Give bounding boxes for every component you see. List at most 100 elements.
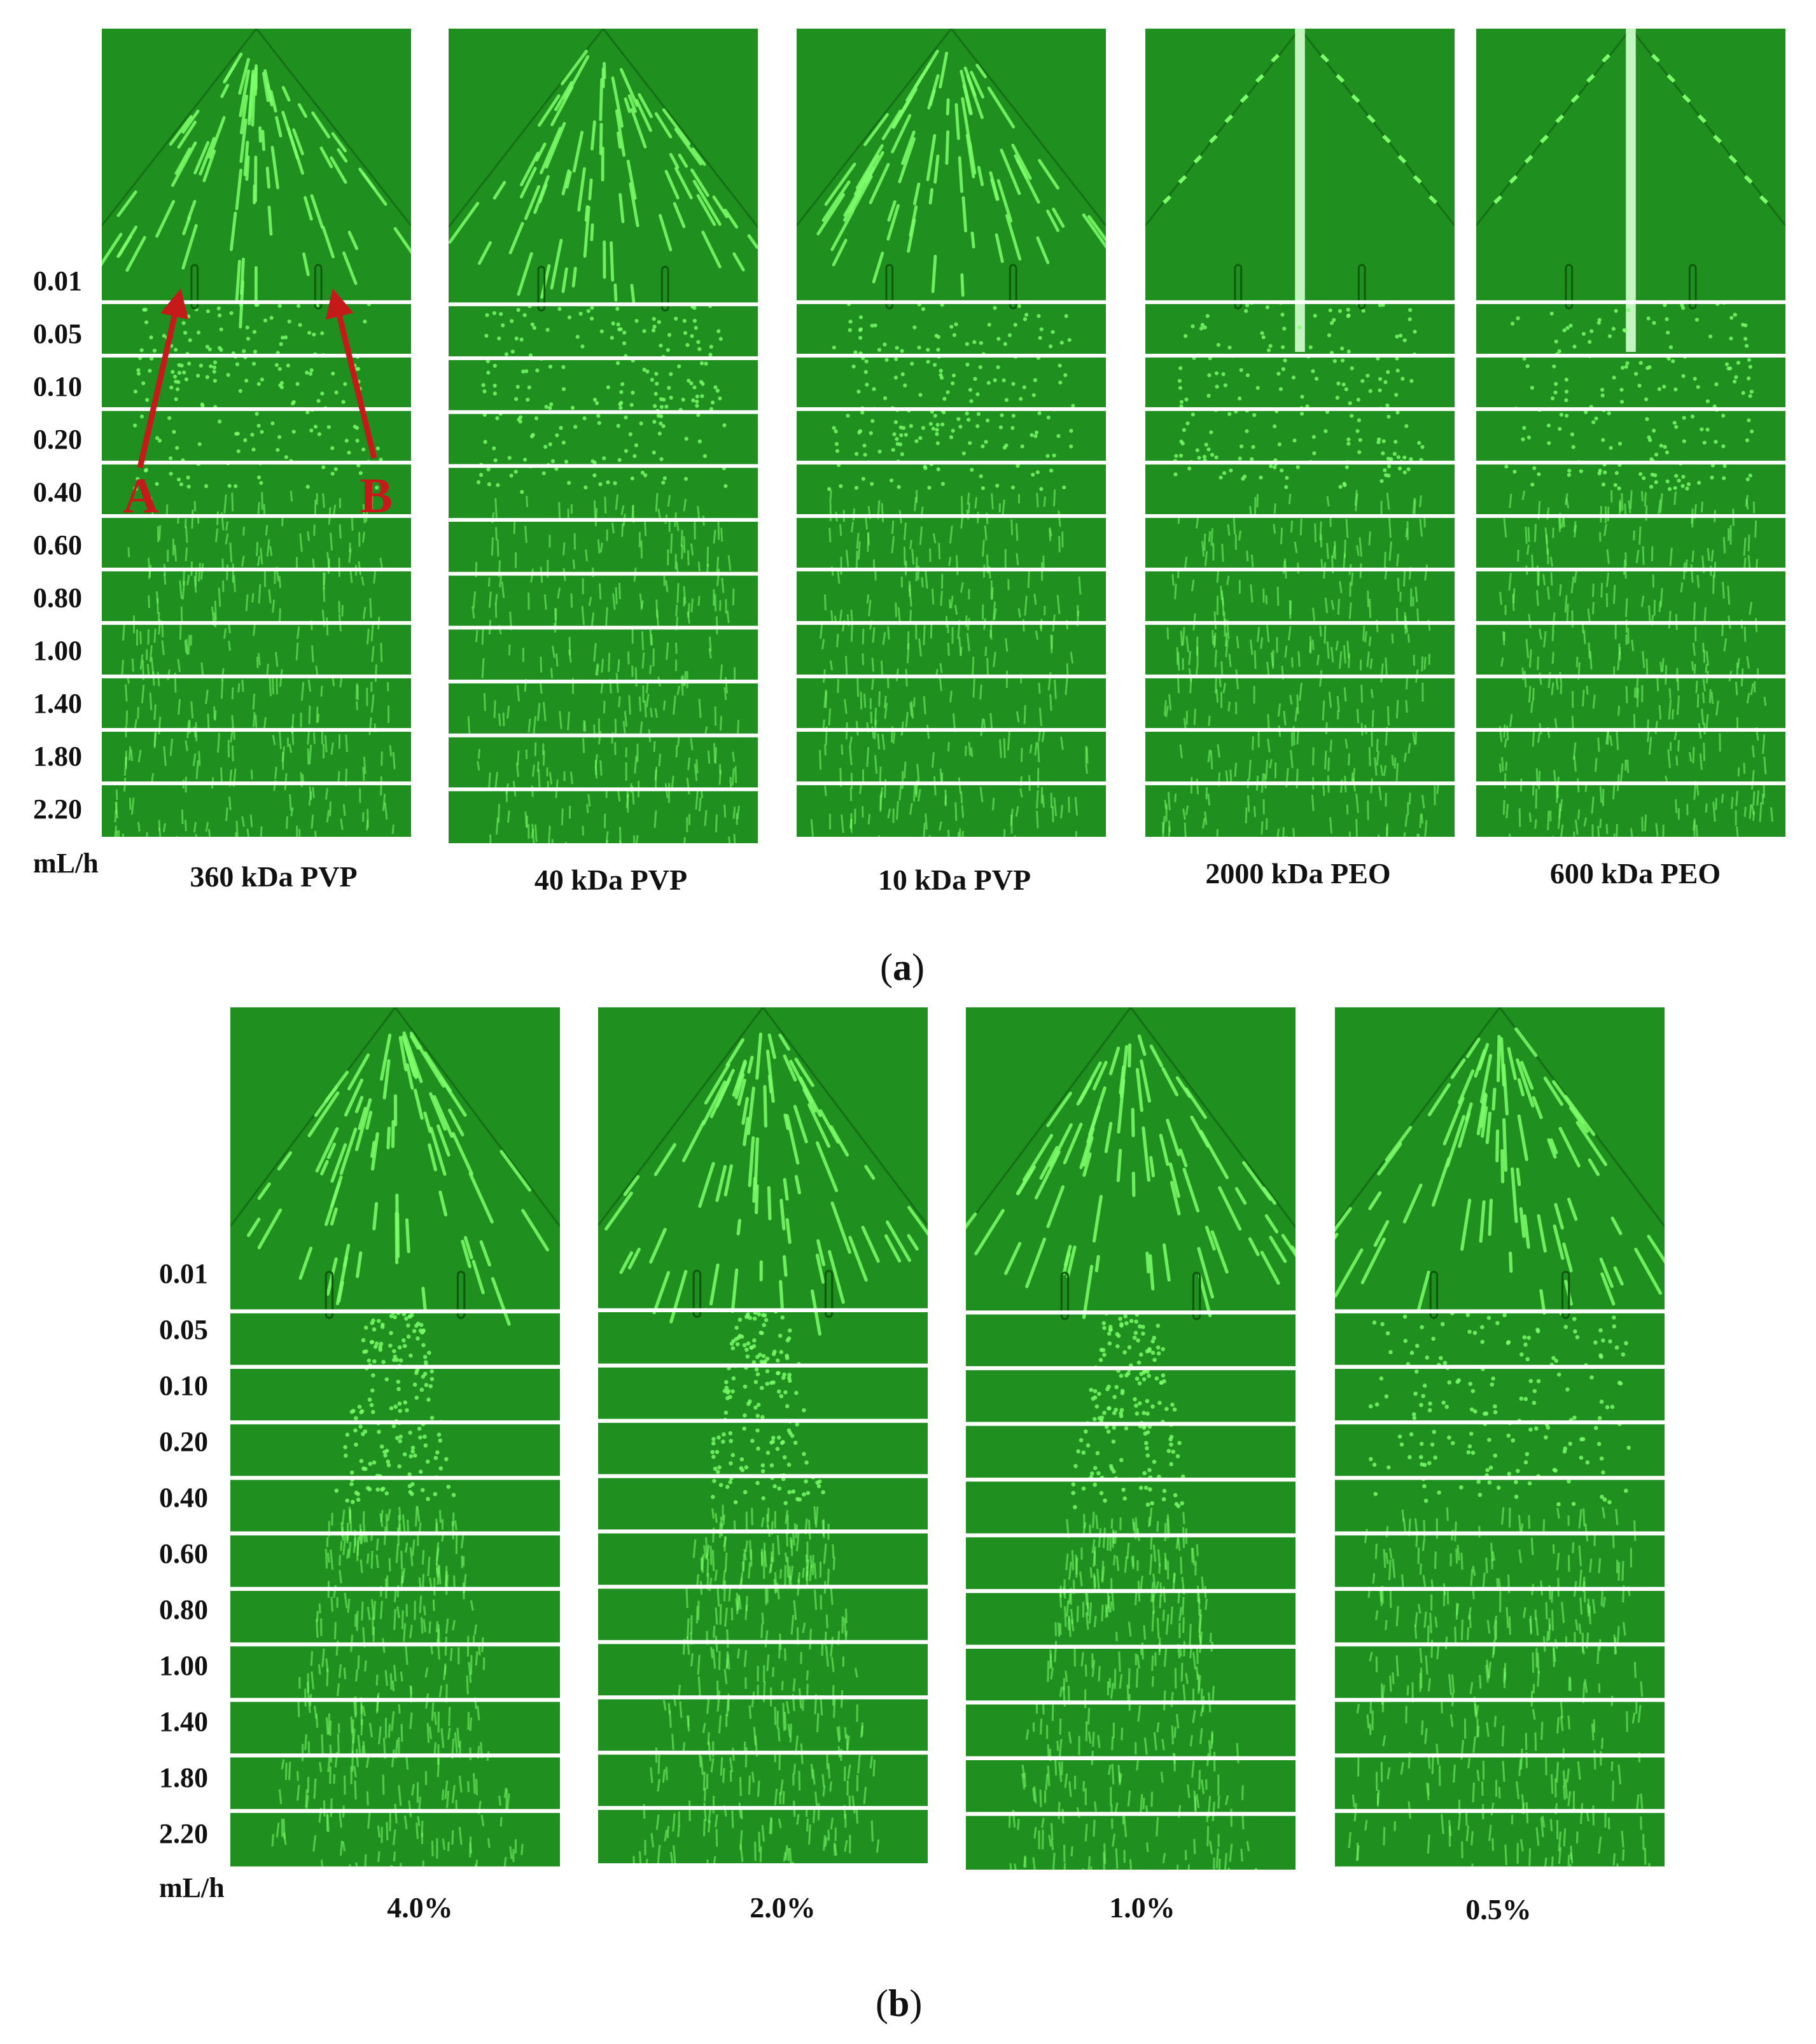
particle-streak [307,531,310,542]
particle-dot [1031,472,1035,477]
particle-dot [389,1313,394,1319]
particle-streak [435,1542,440,1562]
particle-streak [268,589,272,604]
edge-streak [1351,94,1360,103]
particle-dot [1102,1326,1107,1331]
particle-streak [1164,1553,1168,1571]
particle-streak [829,1781,832,1792]
particle-dot [694,326,698,330]
particle-dot [788,1431,793,1436]
particle-streak [641,631,644,650]
particle-streak [158,525,162,540]
particle-streak [585,549,588,562]
particle-dot [384,1377,389,1382]
particle-streak [1218,1858,1221,1870]
particle-streak [494,498,498,518]
particle-dot [718,396,722,401]
particle-dot [1215,384,1219,389]
channel-post [660,265,669,312]
particle-streak [884,1234,902,1263]
particle-streak [310,1651,314,1666]
particle-streak [811,1289,821,1336]
particle-dot [1179,400,1184,404]
particle-streak [788,1575,793,1586]
particle-dot [1515,1469,1520,1473]
particle-streak [1539,1289,1546,1315]
particle-dot [1172,1407,1177,1412]
particle-streak [289,794,292,811]
edge-streak [1366,114,1376,123]
particle-dot [1033,434,1038,438]
particle-streak [881,109,902,141]
particle-dot [1620,365,1625,370]
particle-dot [1314,376,1319,381]
particle-streak [867,533,870,545]
particle-streak [993,601,996,620]
strip-separator [797,621,1106,625]
particle-dot [297,304,301,308]
particle-dot [1182,428,1187,432]
particle-streak [366,1791,369,1806]
particle-streak [1371,710,1374,727]
particle-streak [843,171,870,217]
particle-streak [312,558,316,568]
particle-streak [1592,694,1596,709]
particle-streak [743,1649,748,1667]
particle-streak [362,531,365,543]
particle-streak [497,804,501,823]
particle-dot [550,459,555,463]
micrograph-4.0-percent [230,1007,560,1866]
particle-dot [355,438,360,443]
particle-streak [452,1512,455,1527]
particle-dot [652,325,657,329]
micrograph-drawing [449,29,758,843]
particle-streak [615,109,626,157]
particle-streak [272,599,276,613]
particle-streak [153,704,157,720]
particle-streak [257,653,261,666]
particle-streak [676,685,681,696]
particle-streak [1607,731,1610,745]
particle-streak [1056,595,1061,615]
particle-streak [1166,1119,1181,1156]
particle-streak [1338,651,1343,669]
particle-streak [1516,1167,1521,1186]
particle-streak [1619,763,1624,783]
particle-streak [748,1775,751,1795]
strip-separator [1145,407,1455,411]
particle-streak [1414,586,1418,603]
particle-dot [722,1389,727,1394]
particle-streak [923,822,926,837]
particle-streak [619,1251,634,1275]
particle-dot [1682,439,1686,444]
particle-dot [1124,1426,1129,1431]
particle-dot [582,416,587,421]
particle-streak [1499,592,1502,605]
particle-streak [396,1606,400,1618]
particle-dot [667,386,671,390]
strip-separator [797,460,1106,465]
particle-dot [1268,344,1273,348]
particle-streak [795,1530,800,1551]
particle-dot [762,1323,767,1327]
particle-streak [823,689,827,708]
particle-streak [342,1841,346,1852]
particle-streak [1507,1047,1518,1081]
particle-streak [458,1826,463,1845]
particle-streak [1551,1080,1585,1124]
particle-dot [375,446,380,451]
particle-streak [321,1648,325,1667]
particle-streak [400,1671,403,1682]
particle-dot [136,372,141,376]
particle-streak [353,1537,356,1553]
rate-label: 0.80 [159,1594,208,1625]
particle-dot [781,1439,785,1445]
particle-streak [961,496,963,516]
particle-streak [1587,608,1591,622]
particle-streak [114,825,118,837]
particle-dot [1603,470,1607,475]
particle-streak [1008,1814,1011,1828]
particle-dot [492,391,497,396]
particle-streak [377,1851,381,1862]
particle-dot [1570,432,1575,437]
